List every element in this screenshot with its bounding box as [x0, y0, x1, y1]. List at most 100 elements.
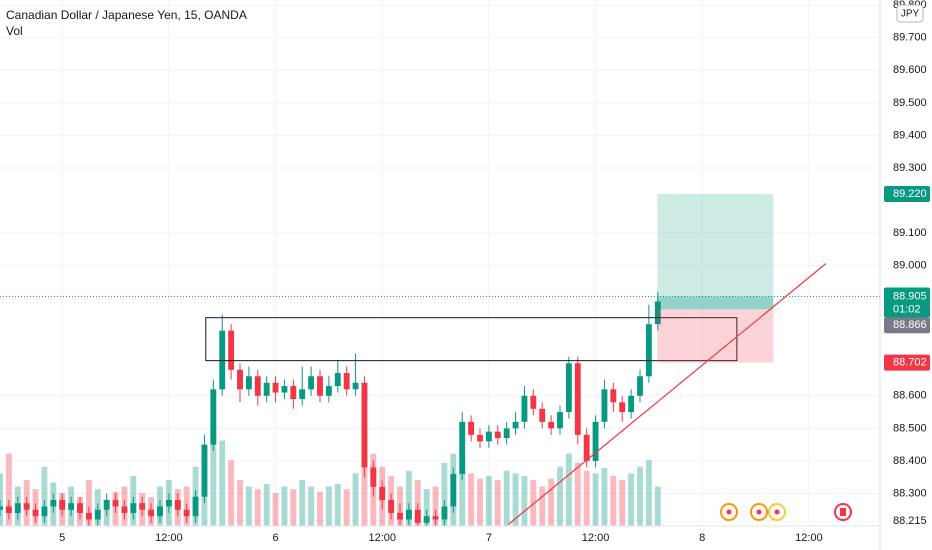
volume-bar [299, 479, 306, 526]
candle-body [237, 369, 243, 390]
y-tick-label: 89.100 [893, 227, 927, 239]
y-tick-label: 89.000 [893, 260, 927, 272]
volume-bar [512, 473, 519, 526]
candle-body [121, 506, 128, 513]
y-tick-label: 89.400 [893, 129, 927, 141]
candle-body [68, 503, 75, 510]
candle-body [59, 499, 66, 510]
volume-bar [565, 453, 572, 526]
target-badge [884, 185, 930, 202]
y-tick-label: 88.215 [893, 515, 927, 527]
currency-label[interactable]: JPY [901, 9, 920, 20]
stop-label: 88.702 [893, 357, 927, 369]
candle-body [14, 503, 21, 513]
candle-body [388, 499, 395, 513]
x-tick-label: 7 [486, 532, 492, 544]
candle-body [512, 421, 519, 429]
candle-body [245, 376, 252, 390]
stop-badge [884, 354, 930, 371]
candle-body [210, 389, 217, 445]
candle-body [299, 389, 306, 400]
candle-body [361, 382, 368, 468]
event-dot [756, 509, 762, 515]
y-tick-label: 88.300 [893, 487, 927, 499]
volume-bar [290, 489, 297, 526]
candle-body [477, 434, 483, 442]
volume-bar [654, 486, 661, 526]
volume-bar [583, 470, 590, 526]
axes: 89.80089.70089.60089.50089.40089.30089.1… [59, 0, 930, 544]
candle-body [219, 330, 226, 390]
volume-bar [503, 470, 510, 526]
chart-title: Canadian Dollar / Japanese Yen, 15, OAND… [6, 8, 247, 22]
plot-area [0, 193, 880, 526]
candle-body [85, 512, 92, 520]
volume-bar [432, 486, 439, 526]
candle-body [112, 499, 119, 507]
volume-bar [459, 466, 466, 526]
x-tick-label: 12:00 [368, 532, 396, 544]
volume-bar [281, 486, 288, 526]
range-box [205, 317, 738, 362]
candle-body [645, 324, 652, 377]
candle-body [539, 408, 546, 422]
candle-body [0, 506, 3, 510]
candle-body [290, 386, 297, 400]
volume-bar [405, 470, 412, 526]
volume-bar [219, 440, 226, 526]
volume-bar [423, 489, 430, 526]
currency-button[interactable] [896, 4, 924, 23]
candle-body [77, 503, 83, 513]
volume-bar [414, 479, 421, 526]
candle-body [485, 431, 492, 442]
volume-bar [0, 473, 3, 526]
volume-bar [308, 486, 315, 526]
candle-body [352, 382, 359, 390]
candle-body [423, 516, 430, 523]
volume-bar [263, 483, 270, 526]
candle-body [637, 376, 643, 396]
candle-body [5, 506, 12, 513]
candle-body [574, 363, 581, 435]
event-flag [840, 508, 846, 516]
candle-body [414, 509, 421, 523]
y-tick-label: 89.700 [893, 32, 927, 44]
volume-bar [494, 479, 501, 526]
candle-body [263, 382, 270, 396]
volume-bar [245, 486, 252, 526]
current-price-badge [884, 287, 930, 318]
volume-bar [628, 473, 635, 526]
volume-bar [521, 476, 528, 526]
candle-body [494, 431, 501, 439]
y-tick-label: 88.400 [893, 455, 927, 467]
x-tick-label: 12:00 [795, 532, 823, 544]
candle-body [521, 395, 528, 422]
grid [0, 0, 880, 526]
y-tick-label: 88.600 [893, 390, 927, 402]
candle-body [192, 496, 199, 517]
candle-body [157, 506, 163, 517]
volume-bar [610, 476, 617, 526]
trend-line [508, 263, 827, 525]
event-icons [720, 503, 852, 521]
candle-body [317, 376, 323, 396]
y-tick-label: 89.300 [893, 162, 927, 174]
candle-body [619, 402, 626, 413]
candle-body [130, 503, 137, 513]
volume-bar [441, 462, 448, 526]
volume-bar [352, 473, 359, 526]
candle-body [201, 444, 208, 497]
candle-body [654, 301, 661, 325]
volume-bar [477, 478, 483, 526]
candle-body [334, 373, 341, 387]
candle-body [468, 421, 475, 435]
volume-bar [85, 479, 92, 526]
volume-bar [645, 460, 652, 526]
candle-body [441, 506, 448, 520]
volume-bar [5, 453, 12, 526]
volume-bar [485, 476, 492, 526]
volume-bar [557, 466, 563, 526]
candle-body [530, 395, 537, 409]
